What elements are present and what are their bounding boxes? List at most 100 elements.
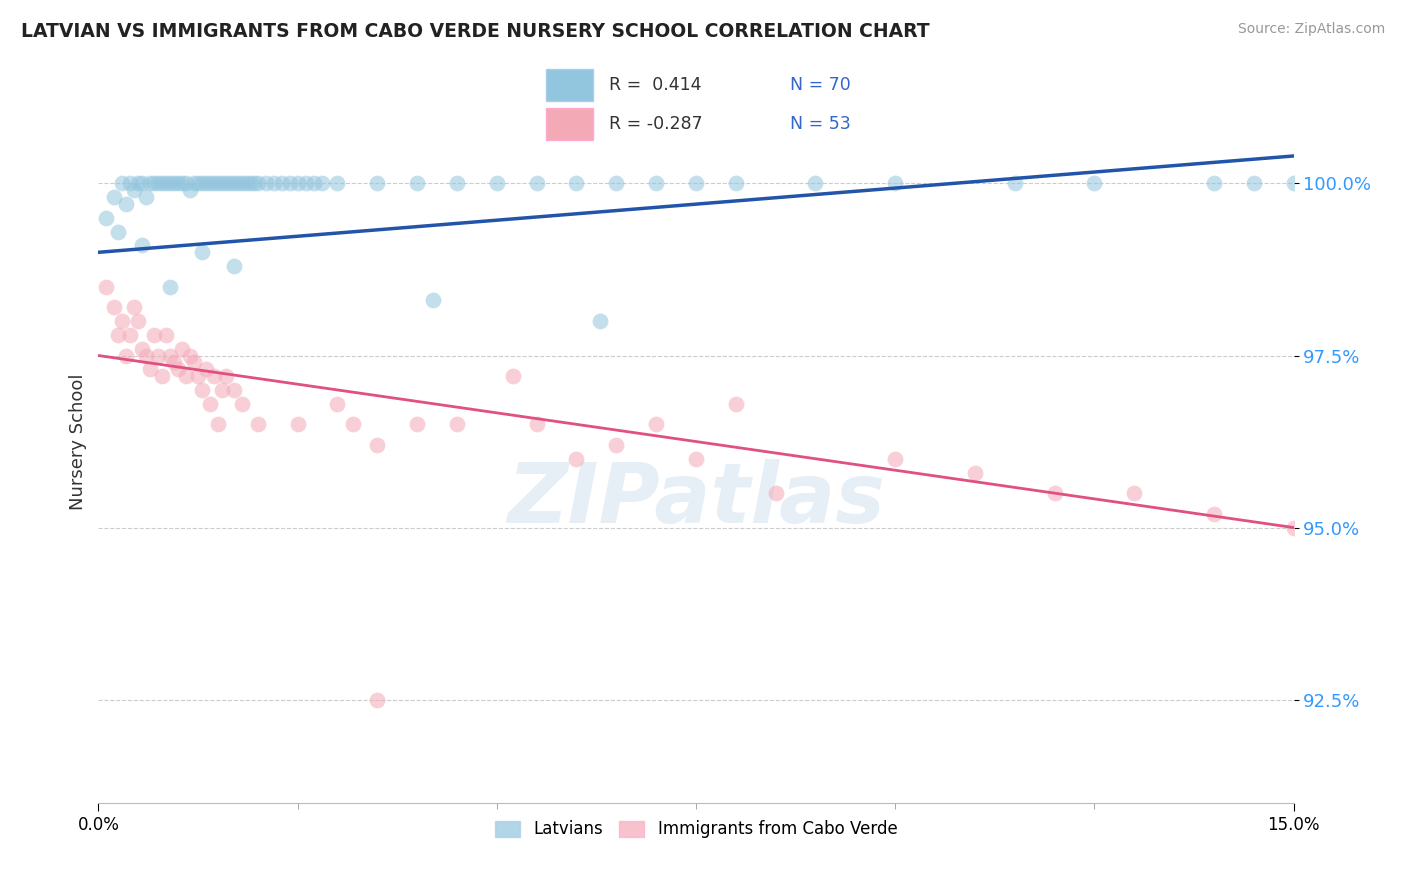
Point xyxy=(222,177,245,191)
Point xyxy=(211,177,233,191)
Point xyxy=(191,383,214,397)
Point xyxy=(406,177,429,191)
Point xyxy=(685,451,707,466)
Point xyxy=(107,225,129,239)
Point xyxy=(107,327,129,342)
Point xyxy=(446,177,468,191)
Point xyxy=(222,259,245,273)
Point xyxy=(191,177,214,191)
Point xyxy=(131,342,153,356)
Point xyxy=(1043,486,1066,500)
Point xyxy=(96,211,118,225)
Point xyxy=(148,177,170,191)
Point xyxy=(174,369,197,384)
Point xyxy=(159,177,181,191)
Point xyxy=(115,349,138,363)
Point xyxy=(287,417,309,432)
Point xyxy=(222,383,245,397)
Point xyxy=(215,369,238,384)
Point xyxy=(124,301,146,315)
Text: ZIPatlas: ZIPatlas xyxy=(508,458,884,540)
Point xyxy=(120,327,142,342)
Point xyxy=(163,355,186,369)
Point xyxy=(150,369,173,384)
Point xyxy=(215,177,238,191)
Point xyxy=(565,451,588,466)
Point xyxy=(179,183,201,197)
Point xyxy=(326,177,349,191)
Point xyxy=(446,417,468,432)
Point xyxy=(246,177,269,191)
Point xyxy=(179,349,201,363)
Point xyxy=(406,417,429,432)
Point xyxy=(183,177,205,191)
Point xyxy=(159,349,181,363)
Point xyxy=(163,177,186,191)
Text: N = 70: N = 70 xyxy=(790,77,851,95)
Point xyxy=(287,177,309,191)
Point xyxy=(246,417,269,432)
Point xyxy=(724,177,747,191)
Point xyxy=(115,197,138,211)
Point xyxy=(139,362,162,376)
Point xyxy=(1282,177,1305,191)
Point xyxy=(243,177,266,191)
Point xyxy=(150,177,173,191)
Point xyxy=(202,177,225,191)
Point xyxy=(155,327,177,342)
Point xyxy=(565,177,588,191)
Text: N = 53: N = 53 xyxy=(790,115,851,133)
Point xyxy=(278,177,301,191)
Point xyxy=(804,177,827,191)
Point xyxy=(589,314,612,328)
Point xyxy=(135,190,157,204)
Point xyxy=(135,349,157,363)
Point xyxy=(120,177,142,191)
Point xyxy=(124,183,146,197)
Point xyxy=(1123,486,1146,500)
Point xyxy=(231,177,253,191)
Point xyxy=(127,177,149,191)
Point xyxy=(1202,177,1225,191)
Point xyxy=(645,417,668,432)
Point xyxy=(724,397,747,411)
Point xyxy=(254,177,277,191)
Point xyxy=(187,177,209,191)
Point xyxy=(963,466,986,480)
FancyBboxPatch shape xyxy=(546,70,593,102)
Point xyxy=(239,177,262,191)
Point xyxy=(342,417,364,432)
Point xyxy=(1083,177,1105,191)
Point xyxy=(172,177,194,191)
Point xyxy=(143,327,166,342)
Point xyxy=(270,177,292,191)
Point xyxy=(231,397,253,411)
Point xyxy=(198,397,221,411)
Point xyxy=(219,177,242,191)
Point xyxy=(155,177,177,191)
Point xyxy=(131,238,153,252)
Legend: Latvians, Immigrants from Cabo Verde: Latvians, Immigrants from Cabo Verde xyxy=(488,814,904,845)
Point xyxy=(294,177,316,191)
Point xyxy=(111,177,134,191)
Point xyxy=(96,279,118,293)
Point xyxy=(191,245,214,260)
Point xyxy=(159,279,181,293)
Point xyxy=(485,177,508,191)
Point xyxy=(326,397,349,411)
Point xyxy=(131,177,153,191)
Point xyxy=(235,177,257,191)
Point xyxy=(172,342,194,356)
Point xyxy=(174,177,197,191)
Point xyxy=(605,177,627,191)
Point xyxy=(685,177,707,191)
Point xyxy=(103,301,125,315)
Point xyxy=(645,177,668,191)
Point xyxy=(187,369,209,384)
Point xyxy=(422,293,444,308)
Point xyxy=(195,362,218,376)
Point xyxy=(127,314,149,328)
Point xyxy=(526,177,548,191)
Point xyxy=(366,177,388,191)
Point xyxy=(1202,507,1225,521)
